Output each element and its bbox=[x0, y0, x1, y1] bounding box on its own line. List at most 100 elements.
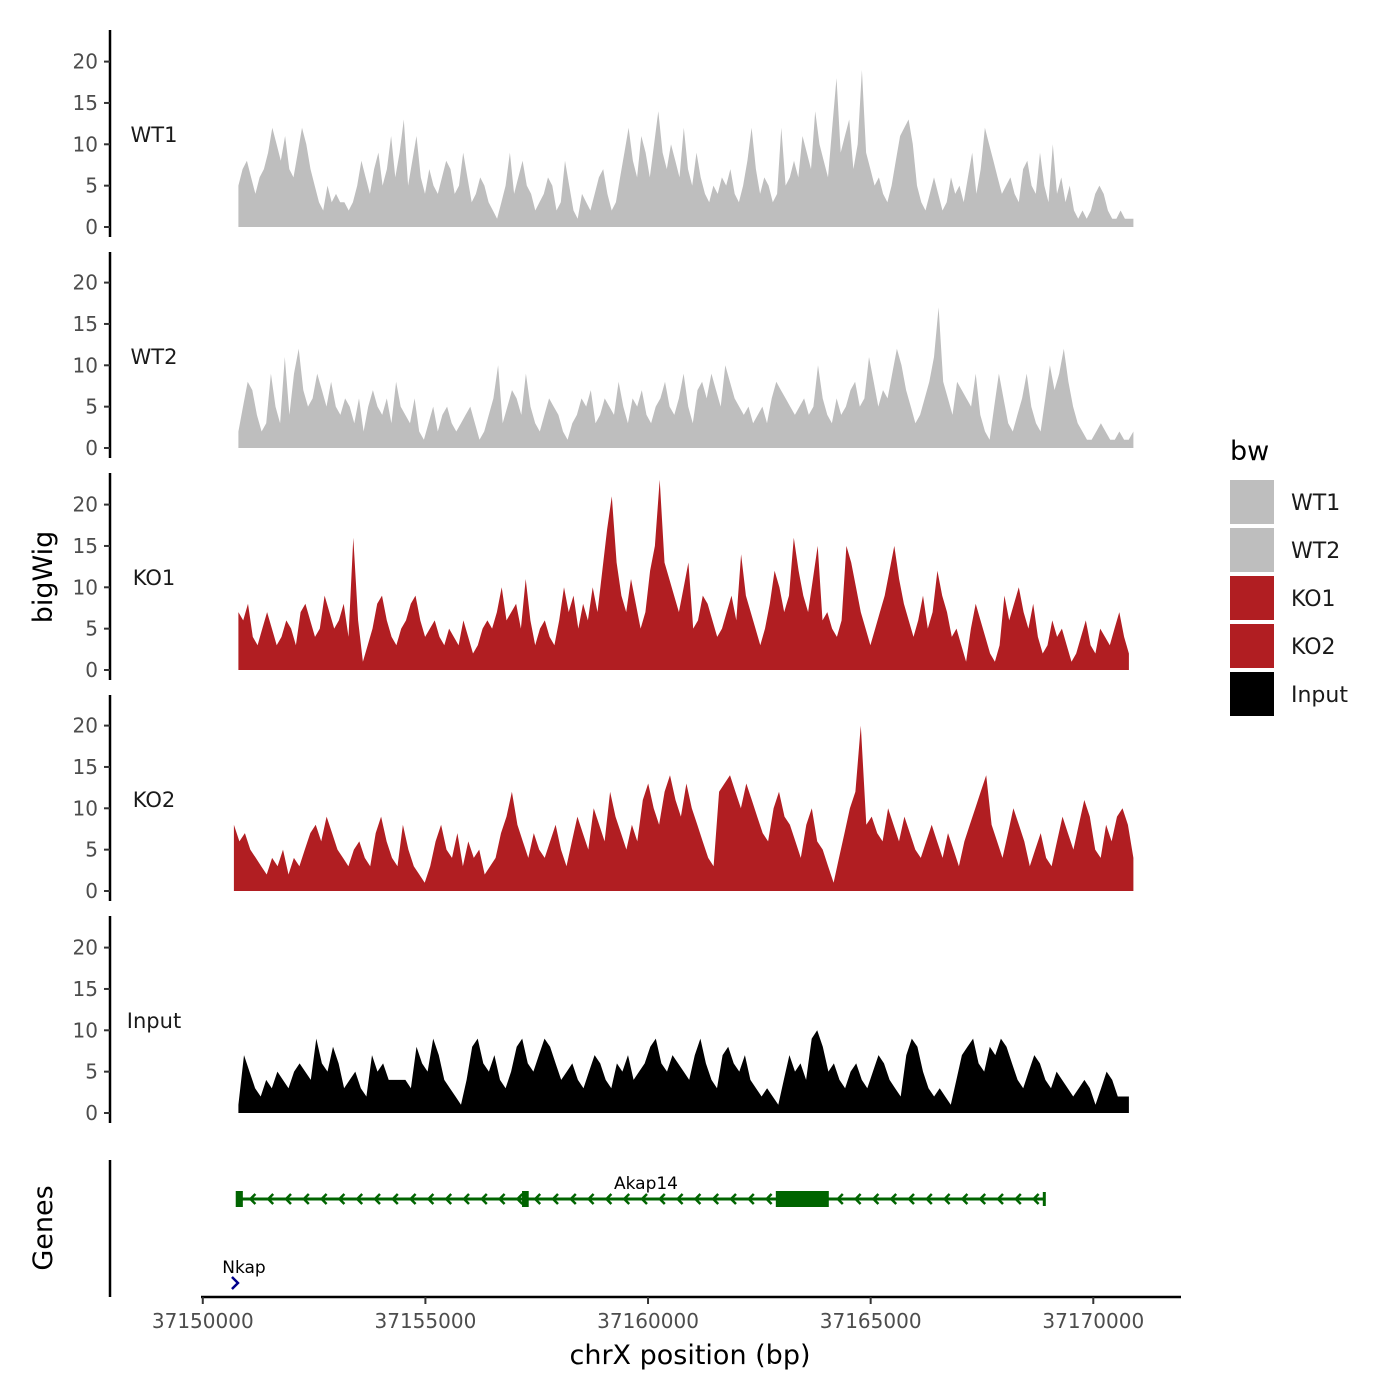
track-wt2: 0 5 10 15 20 WT2 bbox=[73, 252, 1134, 460]
y-tick-label: 5 bbox=[85, 174, 98, 198]
strand-arrow bbox=[871, 1193, 880, 1205]
legend: bw WT1 WT2 KO1 KO2 Input bbox=[1230, 436, 1348, 716]
track-label: WT2 bbox=[131, 345, 178, 369]
gene-label: Nkap bbox=[222, 1258, 265, 1278]
legend-label: KO1 bbox=[1291, 587, 1336, 612]
x-axis: 37150000 37155000 37160000 37165000 37170000 bbox=[152, 1295, 1181, 1333]
strand-arrow bbox=[729, 1193, 737, 1205]
area-wt2 bbox=[238, 307, 1134, 448]
y-tick-label: 15 bbox=[73, 312, 98, 336]
strand-arrow bbox=[515, 1193, 524, 1205]
strand-arrow bbox=[497, 1193, 506, 1205]
area-input bbox=[238, 1030, 1129, 1113]
track-ko2: 0 5 10 15 20 KO2 bbox=[73, 695, 1134, 903]
y-axis-title: bigWig bbox=[28, 531, 59, 624]
legend-title: bw bbox=[1230, 436, 1269, 467]
strand-arrow bbox=[942, 1193, 951, 1205]
strand-arrow bbox=[480, 1193, 488, 1205]
area-ko1 bbox=[238, 479, 1129, 670]
legend-label: WT2 bbox=[1291, 539, 1340, 564]
y-tick-label: 20 bbox=[73, 493, 98, 517]
y-tick-label: 5 bbox=[85, 1060, 98, 1084]
gene-nkap: Nkap bbox=[222, 1258, 266, 1290]
y-tick-label: 10 bbox=[73, 353, 98, 377]
y-tick-label: 20 bbox=[73, 714, 98, 738]
strand-arrow bbox=[551, 1193, 559, 1205]
strand-arrow bbox=[960, 1193, 969, 1205]
strand-arrow bbox=[836, 1193, 844, 1205]
y-tick-label: 5 bbox=[85, 395, 98, 419]
y-tick-label: 5 bbox=[85, 617, 98, 641]
legend-item-wt2: WT2 bbox=[1230, 528, 1340, 572]
y-tick-label: 0 bbox=[85, 1101, 98, 1125]
strand-arrow bbox=[337, 1193, 346, 1205]
strand-arrow bbox=[675, 1193, 684, 1205]
strand-arrow bbox=[693, 1193, 702, 1205]
tracks: 0 5 10 15 20 WT1 0 5 10 15 20 WT2 0 5 10 15 20 KO1 0 5 10 15 2… bbox=[73, 30, 1134, 1125]
strand-arrow bbox=[1031, 1193, 1040, 1205]
y-tick-label: 20 bbox=[73, 50, 98, 74]
strand-arrow bbox=[907, 1193, 915, 1205]
strand-arrow bbox=[391, 1193, 399, 1205]
y-tick-label: 20 bbox=[73, 936, 98, 960]
track-label: KO2 bbox=[133, 788, 176, 812]
legend-swatch bbox=[1230, 528, 1274, 572]
strand-arrow bbox=[266, 1193, 275, 1205]
strand-arrow bbox=[373, 1193, 381, 1205]
strand-arrow bbox=[231, 1276, 240, 1290]
x-tick-label: 37165000 bbox=[820, 1309, 922, 1333]
y-tick-label: 0 bbox=[85, 879, 98, 903]
legend-swatch bbox=[1230, 480, 1274, 524]
legend-label: Input bbox=[1291, 683, 1348, 708]
strand-arrow bbox=[764, 1193, 773, 1205]
strand-arrow bbox=[408, 1193, 417, 1205]
legend-item-ko1: KO1 bbox=[1230, 576, 1336, 620]
y-tick-label: 0 bbox=[85, 215, 98, 239]
legend-item-ko2: KO2 bbox=[1230, 624, 1336, 668]
strand-arrow bbox=[889, 1193, 898, 1205]
y-tick-label: 15 bbox=[73, 755, 98, 779]
track-label: Input bbox=[127, 1009, 181, 1033]
strand-arrow bbox=[978, 1193, 987, 1205]
strand-arrow bbox=[853, 1193, 862, 1205]
area-ko2 bbox=[233, 725, 1134, 891]
strand-arrow bbox=[658, 1193, 666, 1205]
track-label: KO1 bbox=[133, 566, 176, 590]
strand-arrow bbox=[248, 1193, 257, 1205]
legend-label: KO2 bbox=[1291, 635, 1336, 660]
y-tick-label: 0 bbox=[85, 658, 98, 682]
area-wt1 bbox=[238, 69, 1134, 228]
strand-arrow bbox=[533, 1193, 542, 1205]
strand-arrow bbox=[711, 1193, 720, 1205]
y-tick-label: 10 bbox=[73, 132, 98, 156]
gene-akap14: Akap14 bbox=[235, 1174, 1046, 1207]
strand-arrow bbox=[302, 1193, 310, 1205]
y-tick-label: 20 bbox=[73, 271, 98, 295]
strand-arrow bbox=[586, 1193, 595, 1205]
exon bbox=[775, 1191, 829, 1207]
strand-arrow bbox=[925, 1193, 933, 1205]
legend-label: WT1 bbox=[1291, 491, 1340, 516]
y-tick-label: 15 bbox=[73, 91, 98, 115]
x-tick-label: 37150000 bbox=[152, 1309, 254, 1333]
x-tick-label: 37160000 bbox=[597, 1309, 699, 1333]
y-tick-label: 15 bbox=[73, 977, 98, 1001]
strand-arrow bbox=[569, 1193, 577, 1205]
track-input: 0 5 10 15 20 Input bbox=[73, 916, 1129, 1125]
legend-swatch bbox=[1230, 672, 1274, 716]
track-wt1: 0 5 10 15 20 WT1 bbox=[73, 30, 1134, 239]
strand-arrow bbox=[1014, 1193, 1022, 1205]
strand-arrow bbox=[284, 1193, 292, 1205]
y-tick-label: 15 bbox=[73, 534, 98, 558]
strand-arrow bbox=[747, 1193, 755, 1205]
legend-item-input: Input bbox=[1230, 672, 1348, 716]
y-tick-label: 10 bbox=[73, 796, 98, 820]
x-tick-label: 37155000 bbox=[375, 1309, 477, 1333]
exon bbox=[235, 1191, 243, 1207]
genes-panel: Akap14 Nkap bbox=[108, 1160, 1046, 1297]
strand-arrow bbox=[640, 1193, 648, 1205]
y-tick-label: 10 bbox=[73, 1018, 98, 1042]
genes-axis-title: Genes bbox=[28, 1185, 59, 1270]
exon bbox=[522, 1191, 529, 1207]
